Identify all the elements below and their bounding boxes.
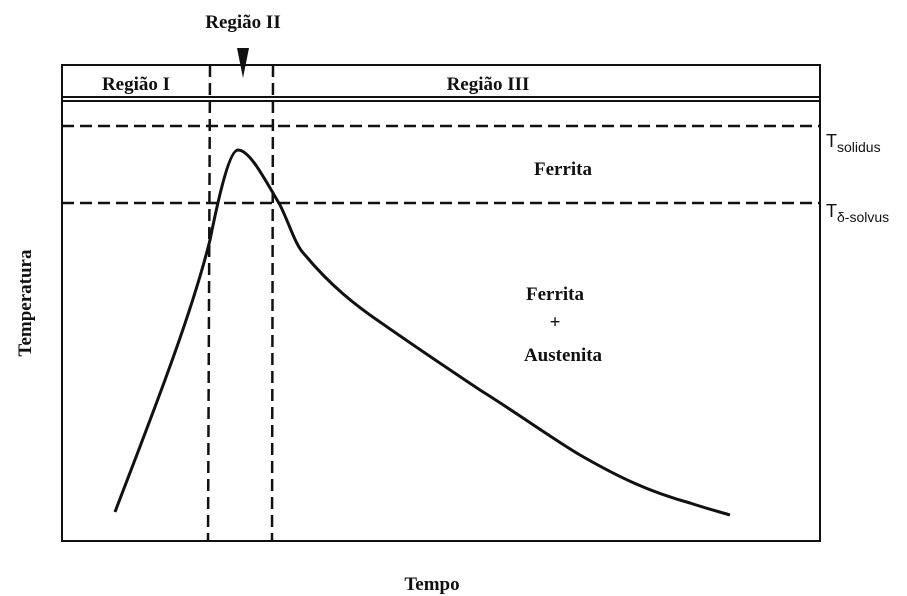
region-2-arrow: [237, 48, 249, 78]
region-label: Região III: [447, 74, 530, 95]
subscript: δ-solvus: [837, 209, 889, 225]
solidus-label: Tsolidus: [826, 131, 881, 155]
x-axis-label: Tempo: [404, 574, 459, 595]
phase-label: Ferrita: [526, 284, 585, 305]
phase-label: Ferrita: [534, 159, 593, 180]
frame: [61, 64, 821, 542]
region-divider: [270, 64, 275, 542]
phase-label: Austenita: [524, 345, 603, 366]
region-divider: [206, 64, 212, 542]
phase-label: +: [550, 312, 561, 333]
subscript: solidus: [837, 139, 881, 155]
symbol: T: [826, 131, 837, 151]
thermal-cycle-curve: [113, 148, 731, 517]
y-axis-label: Temperatura: [15, 249, 36, 356]
solvus-label: Tδ-solvus: [826, 201, 889, 225]
region-label: Região II: [205, 12, 280, 33]
region-label: Região I: [102, 74, 170, 95]
symbol: T: [826, 201, 837, 221]
